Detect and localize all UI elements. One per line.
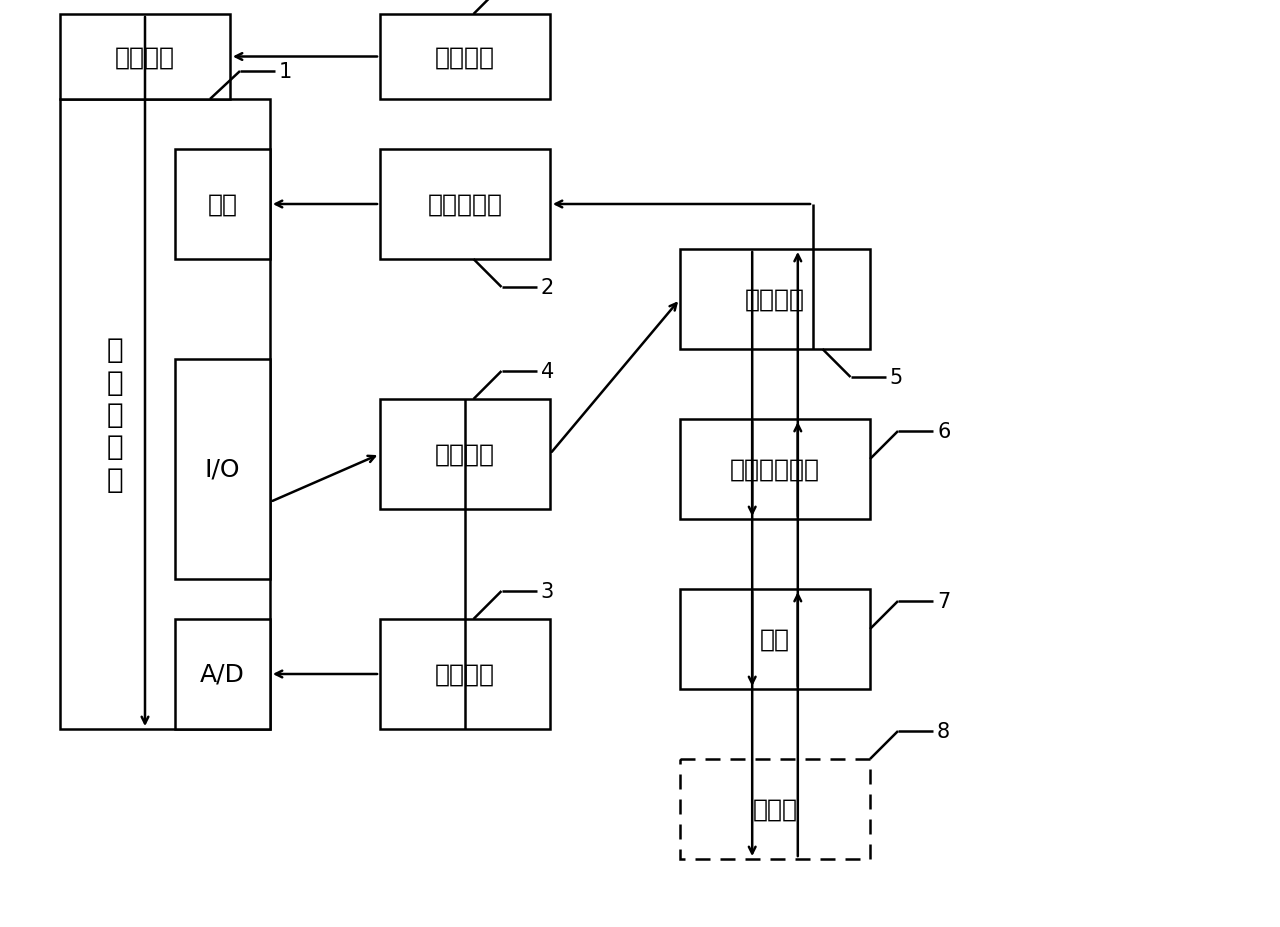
Bar	[175, 150, 270, 260]
Bar	[175, 619, 270, 730]
Text: 检测电路: 检测电路	[435, 662, 495, 686]
Bar	[60, 15, 230, 100]
Text: 2: 2	[540, 278, 554, 298]
Bar	[680, 420, 870, 519]
Bar	[380, 400, 550, 510]
Text: 1: 1	[279, 62, 292, 82]
Text: 7: 7	[937, 591, 950, 611]
Text: 霍尔传感器: 霍尔传感器	[428, 193, 503, 217]
Bar	[380, 619, 550, 730]
Text: 玻璃升降机构: 玻璃升降机构	[730, 458, 820, 481]
Bar	[680, 759, 870, 859]
Bar	[380, 150, 550, 260]
Text: 车窗电机: 车窗电机	[745, 287, 805, 311]
Text: 车载电源: 车载电源	[435, 45, 495, 70]
Bar	[175, 360, 270, 579]
Bar	[60, 100, 270, 730]
Text: 电压转换: 电压转换	[115, 45, 175, 70]
Text: 障碍物: 障碍物	[753, 797, 797, 821]
Text: 玻璃: 玻璃	[760, 628, 790, 652]
Text: 驱动电路: 驱动电路	[435, 442, 495, 466]
Text: 控
制
器
单
元: 控 制 器 单 元	[106, 336, 123, 493]
Text: 8: 8	[937, 721, 950, 742]
Bar	[680, 590, 870, 690]
Text: A/D: A/D	[200, 662, 244, 686]
Text: 中断: 中断	[207, 193, 238, 217]
Text: I/O: I/O	[205, 458, 241, 481]
Text: 3: 3	[540, 581, 554, 602]
Bar	[680, 249, 870, 349]
Text: 5: 5	[890, 368, 902, 387]
Text: 6: 6	[937, 422, 950, 441]
Bar	[380, 15, 550, 100]
Text: 4: 4	[540, 362, 554, 382]
